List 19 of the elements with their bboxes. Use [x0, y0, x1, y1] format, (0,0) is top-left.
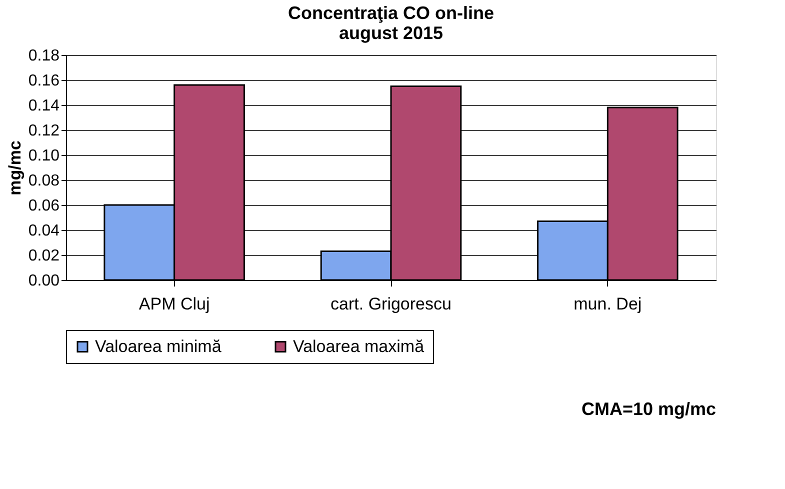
legend-label: Valoarea minimă — [95, 336, 222, 356]
y-tick-label: 0.00 — [28, 272, 60, 290]
y-tick-label: 0.14 — [28, 98, 60, 114]
y-axis-title: mg/mc — [5, 140, 24, 196]
y-tick-label: 0.10 — [28, 148, 60, 164]
x-tick-label: mun. Dej — [574, 294, 642, 314]
legend-label: Valoarea maximă — [293, 336, 425, 356]
x-tick-label: APM Cluj — [138, 294, 210, 314]
text: CMA=10 mg/mc — [581, 399, 716, 419]
y-tick-label: 0.16 — [28, 72, 60, 90]
text: Concentraţia CO on-line — [288, 3, 494, 23]
y-tick-label: 0.06 — [28, 198, 60, 214]
y-tick-label: 0.18 — [28, 48, 60, 64]
y-tick-label: 0.12 — [28, 122, 60, 140]
text: august 2015 — [338, 23, 444, 43]
y-tick-label: 0.02 — [28, 248, 60, 264]
x-tick-label: cart. Grigorescu — [330, 294, 452, 314]
y-tick-label: 0.04 — [28, 222, 60, 240]
y-tick-label: 0.08 — [28, 172, 60, 190]
